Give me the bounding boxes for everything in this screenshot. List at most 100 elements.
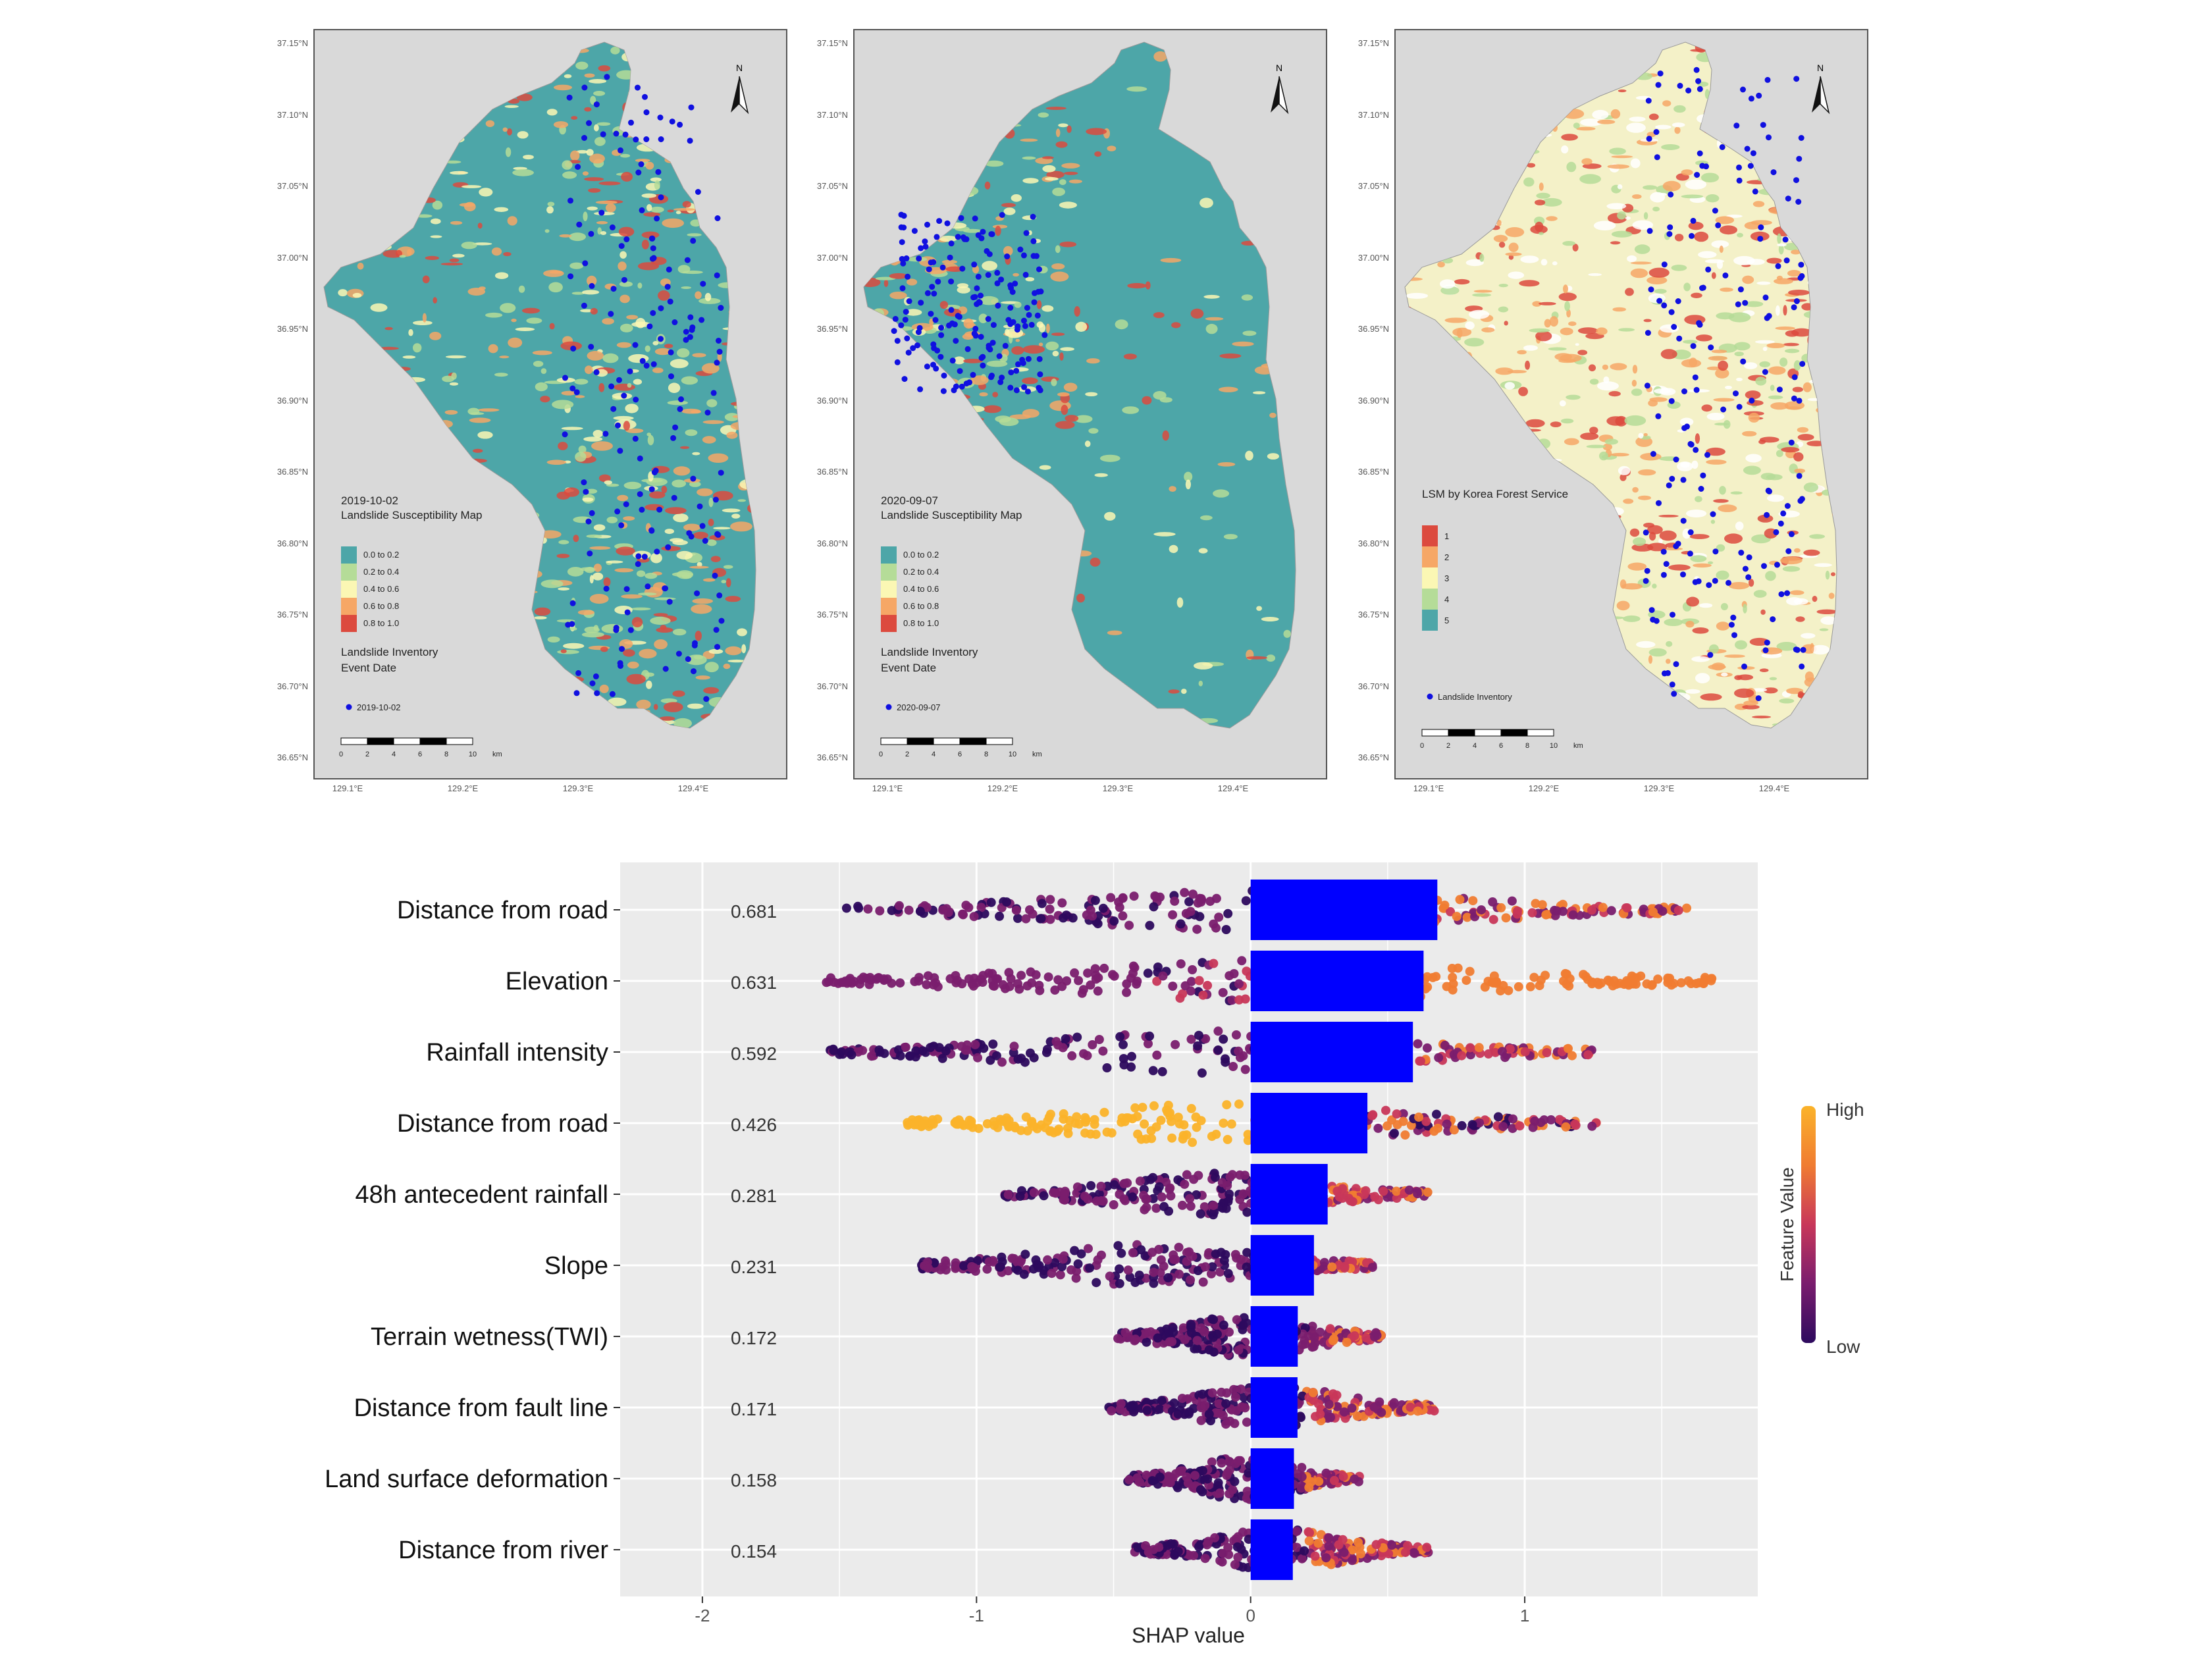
shap-point bbox=[1142, 1406, 1152, 1415]
inventory-point bbox=[1762, 294, 1769, 301]
shap-point bbox=[1581, 972, 1591, 982]
shap-point bbox=[1157, 1192, 1167, 1202]
texture-patch bbox=[925, 183, 946, 193]
texture-patch bbox=[706, 719, 729, 722]
inventory-point bbox=[587, 550, 593, 557]
inventory-point bbox=[1030, 213, 1036, 220]
legend-title: 2020-09-07 bbox=[881, 494, 938, 507]
shap-point bbox=[1045, 905, 1055, 914]
shap-point bbox=[1080, 1192, 1090, 1201]
texture-patch bbox=[1736, 377, 1743, 382]
texture-patch bbox=[562, 160, 573, 170]
texture-patch bbox=[1661, 144, 1680, 150]
texture-patch bbox=[469, 412, 485, 415]
texture-patch bbox=[1523, 177, 1535, 187]
texture-patch bbox=[1719, 246, 1724, 253]
texture-patch bbox=[1768, 207, 1790, 215]
inventory-point bbox=[1728, 621, 1735, 628]
texture-patch bbox=[379, 457, 384, 467]
texture-patch bbox=[465, 97, 480, 104]
legend-swatch bbox=[881, 598, 897, 615]
texture-patch bbox=[924, 109, 934, 115]
texture-patch bbox=[444, 409, 458, 415]
texture-patch bbox=[1582, 573, 1594, 579]
landslide-inventory-points bbox=[562, 74, 725, 702]
shap-point bbox=[1498, 1122, 1508, 1132]
texture-patch bbox=[1630, 158, 1641, 169]
shap-point bbox=[964, 903, 974, 912]
inventory-point bbox=[566, 94, 573, 101]
texture-patch bbox=[515, 327, 535, 332]
texture-patch bbox=[1775, 107, 1791, 115]
shap-point bbox=[1021, 914, 1031, 924]
shap-point bbox=[1015, 1192, 1025, 1201]
texture-patch bbox=[695, 95, 707, 102]
shap-point bbox=[1508, 1124, 1517, 1134]
texture-patch bbox=[592, 714, 598, 725]
texture-patch bbox=[1610, 531, 1616, 537]
texture-patch bbox=[509, 681, 515, 684]
texture-patch bbox=[1498, 550, 1508, 555]
texture-patch bbox=[406, 181, 416, 189]
shap-point bbox=[1209, 1347, 1219, 1357]
texture-patch bbox=[1716, 259, 1724, 269]
north-label: N bbox=[736, 63, 743, 73]
texture-patch bbox=[646, 680, 652, 689]
texture-patch bbox=[1716, 544, 1725, 552]
texture-patch bbox=[702, 420, 724, 425]
texture-patch bbox=[1525, 419, 1545, 428]
inventory-point bbox=[1669, 475, 1675, 482]
texture-patch bbox=[1759, 49, 1769, 53]
texture-patch bbox=[623, 516, 635, 521]
texture-patch bbox=[1756, 60, 1777, 68]
texture-patch bbox=[717, 66, 736, 72]
inventory-point bbox=[690, 238, 697, 244]
shap-point bbox=[1348, 1197, 1357, 1207]
inventory-point bbox=[1661, 302, 1668, 309]
texture-patch bbox=[552, 400, 574, 409]
texture-patch bbox=[620, 323, 633, 332]
texture-patch bbox=[1659, 530, 1677, 541]
texture-patch bbox=[1816, 710, 1828, 717]
texture-patch bbox=[1648, 267, 1670, 278]
shap-point bbox=[1414, 1120, 1424, 1130]
texture-patch bbox=[1731, 53, 1739, 60]
texture-patch bbox=[494, 373, 508, 377]
inventory-point bbox=[718, 469, 724, 476]
texture-patch bbox=[1671, 265, 1687, 271]
texture-patch bbox=[1492, 437, 1503, 444]
texture-patch bbox=[1194, 140, 1215, 143]
texture-patch bbox=[1001, 203, 1016, 207]
shap-point bbox=[1327, 1262, 1337, 1272]
texture-patch bbox=[675, 211, 681, 215]
texture-patch bbox=[562, 171, 577, 179]
texture-patch bbox=[606, 516, 618, 523]
inventory-point bbox=[690, 475, 697, 482]
legend-item-label: 0.2 to 0.4 bbox=[363, 567, 399, 577]
texture-patch bbox=[491, 538, 514, 543]
texture-patch bbox=[887, 322, 898, 327]
texture-patch bbox=[1710, 519, 1716, 524]
texture-patch bbox=[708, 518, 714, 527]
texture-patch bbox=[1453, 141, 1458, 146]
texture-patch bbox=[636, 570, 646, 577]
shap-point bbox=[1126, 1062, 1136, 1072]
texture-patch bbox=[551, 695, 556, 702]
texture-patch bbox=[695, 631, 702, 641]
texture-patch bbox=[1604, 550, 1609, 556]
texture-patch bbox=[599, 684, 609, 693]
texture-patch bbox=[583, 211, 588, 222]
texture-patch bbox=[1217, 462, 1236, 467]
shap-point bbox=[1016, 970, 1026, 980]
shap-point bbox=[1025, 905, 1034, 915]
texture-patch bbox=[1643, 185, 1658, 190]
texture-patch bbox=[626, 45, 648, 56]
texture-patch bbox=[1529, 544, 1538, 548]
texture-patch bbox=[722, 342, 731, 346]
shap-point bbox=[829, 1045, 839, 1055]
inventory-point bbox=[638, 161, 645, 167]
shap-point bbox=[1398, 1109, 1408, 1119]
inventory-point bbox=[1680, 517, 1687, 524]
shap-point bbox=[969, 1263, 979, 1273]
